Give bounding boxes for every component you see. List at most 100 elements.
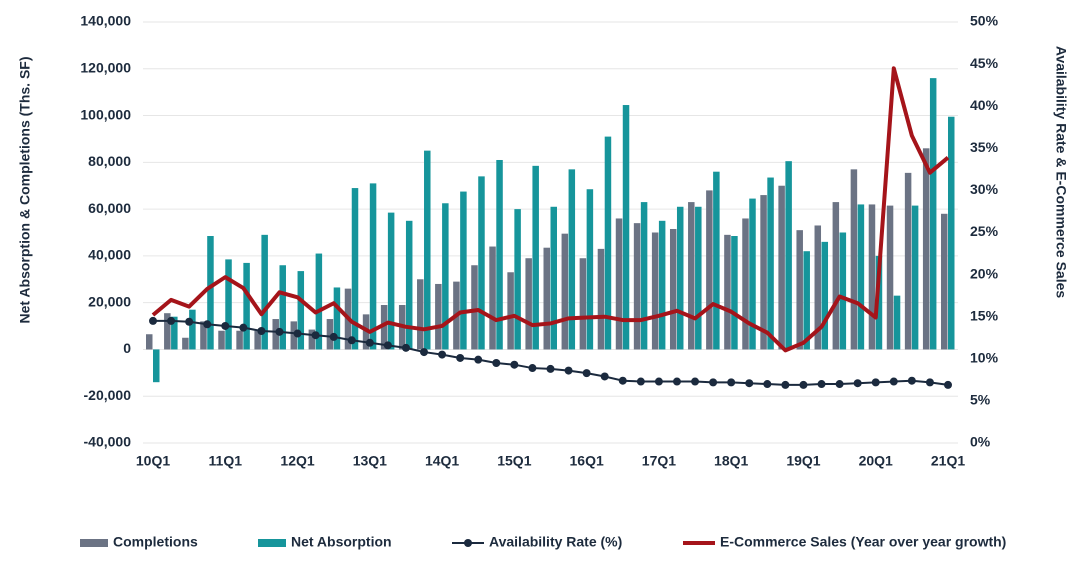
line-marker: [636, 377, 645, 386]
line-marker: [889, 377, 898, 386]
y-tick-label: 60,000: [88, 200, 131, 216]
line-marker: [781, 380, 790, 389]
y2-tick-label: 40%: [970, 97, 999, 113]
bar: [182, 337, 189, 350]
x-tick-label: 16Q1: [570, 453, 604, 469]
y-axis-title: Net Absorption & Completions (Ths. SF): [17, 56, 33, 323]
bar: [760, 195, 767, 350]
y-tick-label: 140,000: [80, 13, 131, 29]
bar: [568, 169, 576, 350]
bar: [424, 150, 431, 350]
bar: [561, 233, 569, 350]
y2-tick-label: 0%: [970, 434, 991, 450]
line-marker: [347, 336, 356, 345]
bar: [706, 190, 713, 350]
y2-tick-label: 10%: [970, 350, 999, 366]
line-marker: [546, 364, 555, 373]
bar: [435, 283, 442, 350]
bar: [695, 206, 702, 350]
bar: [550, 206, 557, 350]
line-marker: [456, 353, 465, 362]
line-marker: [691, 377, 700, 386]
bar: [579, 258, 587, 350]
bar: [868, 204, 876, 350]
line-marker: [492, 359, 501, 368]
line-marker: [853, 379, 862, 388]
bar: [658, 220, 666, 350]
line-marker: [944, 380, 952, 389]
bar: [886, 205, 894, 350]
y2-tick-label: 30%: [970, 181, 999, 197]
x-tick-label: 21Q1: [931, 453, 965, 469]
line-marker: [745, 379, 754, 388]
line-marker: [203, 320, 212, 329]
bar: [254, 330, 261, 350]
legend-label: E-Commerce Sales (Year over year growth): [720, 534, 1006, 550]
legend-label: Net Absorption: [291, 534, 392, 550]
y-tick-label: -20,000: [84, 387, 132, 403]
line-marker: [438, 350, 447, 359]
bar: [207, 236, 214, 350]
bar: [948, 116, 955, 350]
line-marker: [185, 317, 194, 326]
bar: [850, 169, 858, 350]
bar: [778, 185, 785, 350]
line-marker: [528, 364, 537, 373]
bar: [471, 265, 478, 350]
x-tick-label: 13Q1: [353, 453, 387, 469]
bar: [597, 248, 605, 350]
x-tick-label: 18Q1: [714, 453, 748, 469]
bar: [351, 188, 359, 350]
x-tick-label: 11Q1: [209, 453, 243, 469]
line-marker: [293, 329, 302, 338]
bar: [326, 319, 334, 350]
bar: [796, 230, 803, 350]
bar: [785, 161, 792, 350]
bar: [814, 225, 822, 350]
bar: [225, 259, 232, 350]
line-marker: [257, 327, 266, 336]
bar: [478, 176, 485, 350]
line-marker: [835, 380, 844, 389]
bar: [164, 313, 171, 350]
line-marker: [709, 378, 718, 387]
bar: [622, 105, 630, 350]
line-marker: [221, 321, 230, 330]
bar: [875, 255, 883, 350]
bar: [261, 234, 268, 350]
bar: [893, 295, 901, 350]
x-tick-label: 20Q1: [859, 453, 893, 469]
line-marker: [167, 316, 176, 325]
line-marker: [871, 378, 880, 387]
line-marker: [582, 369, 591, 378]
y-tick-label: 80,000: [88, 153, 131, 169]
bar: [146, 334, 153, 350]
bar: [911, 205, 919, 350]
bar: [290, 321, 298, 350]
bar: [200, 321, 207, 350]
line-marker: [510, 360, 519, 369]
y-tick-label: 100,000: [80, 106, 131, 122]
legend-swatch: [80, 539, 108, 547]
x-tick-label: 15Q1: [497, 453, 531, 469]
y2-tick-label: 25%: [970, 223, 999, 239]
line-marker: [618, 376, 627, 385]
y2-tick-label: 50%: [970, 13, 999, 29]
bar: [941, 213, 948, 350]
x-tick-label: 12Q1: [280, 453, 314, 469]
line-marker: [600, 372, 609, 381]
line-marker: [672, 377, 681, 386]
bar: [821, 241, 829, 350]
line-marker: [329, 332, 338, 341]
bar: [308, 329, 316, 350]
bar: [724, 234, 731, 350]
y2-tick-label: 35%: [970, 139, 999, 155]
line-marker: [365, 338, 374, 347]
bar: [713, 171, 720, 350]
bar: [929, 78, 937, 350]
y-tick-label: 0: [123, 340, 131, 356]
bar: [405, 220, 413, 350]
bar: [297, 271, 305, 350]
bar: [369, 183, 377, 350]
